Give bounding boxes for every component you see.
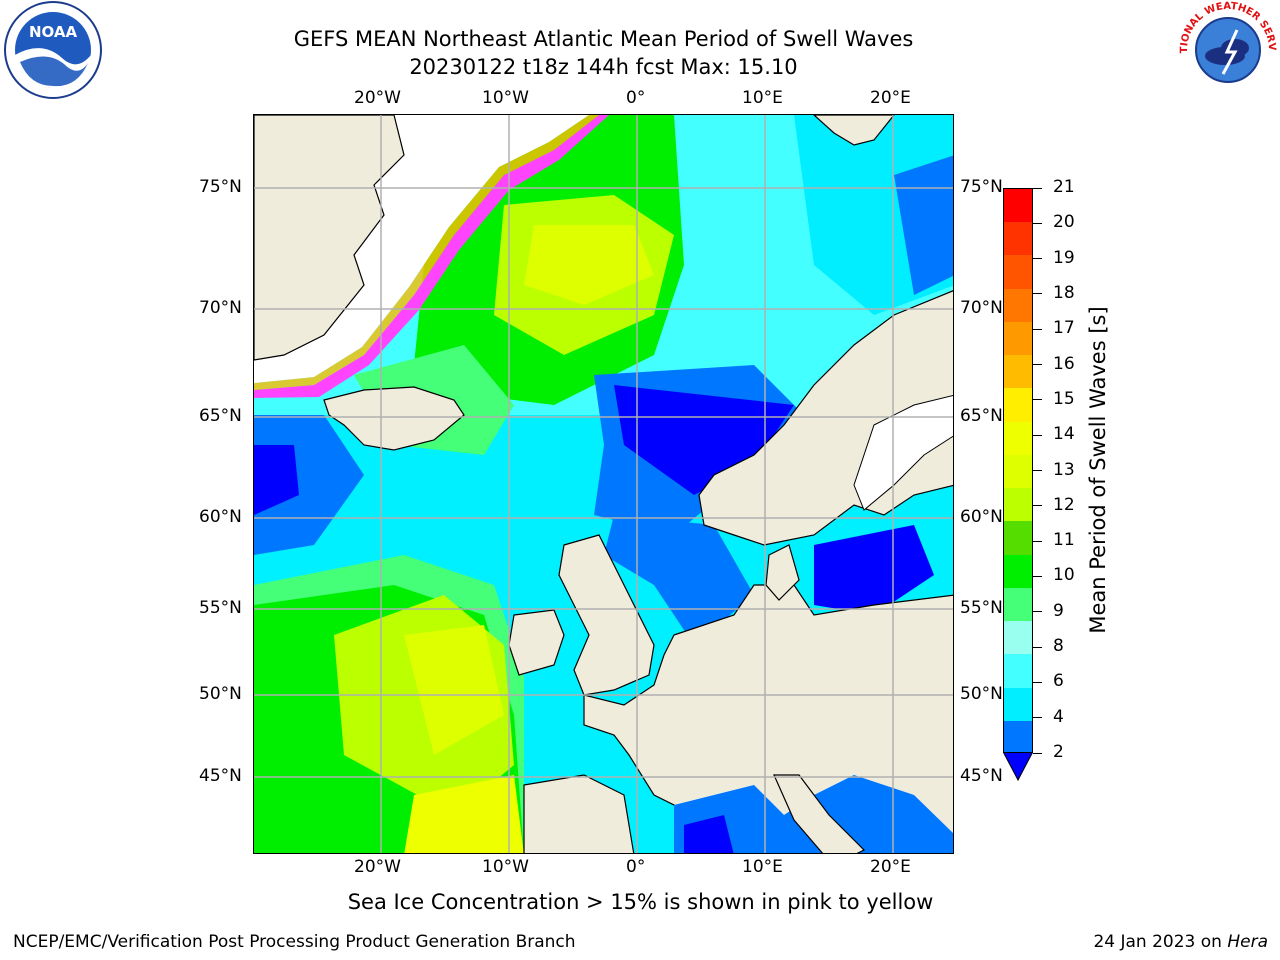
colorbar-tick-label: 21 xyxy=(1053,177,1075,197)
colorbar-tick xyxy=(1033,293,1042,295)
right-lat-label-7: 45°N xyxy=(960,766,1003,786)
right-lat-label-6: 50°N xyxy=(960,684,1003,704)
left-lat-label-6: 50°N xyxy=(199,684,242,704)
sea-ice-note: Sea Ice Concentration > 15% is shown in … xyxy=(347,890,934,914)
right-lat-label-3: 65°N xyxy=(960,406,1003,426)
top-lon-label-5: 20°E xyxy=(870,88,911,108)
colorbar-tick-label: 6 xyxy=(1053,671,1064,692)
bottom-lon-label-1: 20°W xyxy=(354,857,401,877)
colorbar-tick xyxy=(1033,575,1042,577)
colorbar-tick xyxy=(1033,328,1042,330)
right-lat-label-5: 55°N xyxy=(960,598,1003,618)
right-lat-label-4: 60°N xyxy=(960,507,1003,527)
colorbar-tick-label: 16 xyxy=(1053,353,1075,374)
bottom-lon-label-5: 20°E xyxy=(870,857,911,877)
colorbar-tick xyxy=(1033,470,1042,471)
colorbar xyxy=(1003,188,1033,755)
right-lat-label-2: 70°N xyxy=(960,298,1003,318)
colorbar-segment xyxy=(1004,421,1032,456)
colorbar-tick-label: 9 xyxy=(1053,600,1064,621)
footer-machine: Hera xyxy=(1227,932,1268,952)
footer-date: 24 Jan 2023 on Hera xyxy=(1093,932,1268,952)
colorbar-tick xyxy=(1033,540,1042,542)
colorbar-tick xyxy=(1033,681,1042,683)
bottom-lon-label-3: 0° xyxy=(626,857,646,877)
colorbar-tick-label: 17 xyxy=(1053,318,1075,339)
colorbar-tick xyxy=(1033,222,1042,224)
chart-title: GEFS MEAN Northeast Atlantic Mean Period… xyxy=(293,27,914,51)
colorbar-tick xyxy=(1033,611,1042,613)
colorbar-segment xyxy=(1004,554,1032,589)
colorbar-segment xyxy=(1004,355,1032,389)
footer-date-text: 24 Jan 2023 on xyxy=(1093,932,1228,952)
colorbar-segment xyxy=(1004,720,1032,755)
top-lon-label-1: 20°W xyxy=(354,88,401,108)
colorbar-segment xyxy=(1004,288,1032,323)
bottom-lon-label-2: 10°W xyxy=(482,857,529,877)
top-lon-label-2: 10°W xyxy=(482,88,529,108)
swell-period-map xyxy=(254,115,953,853)
colorbar-segment xyxy=(1004,521,1032,556)
left-lat-label-1: 75°N xyxy=(199,177,242,197)
nws-logo: NATIONAL WEATHER SERVICE xyxy=(1177,0,1277,98)
noaa-logo-text: NOAA xyxy=(29,23,78,41)
colorbar-tick xyxy=(1033,434,1042,436)
chart-subtitle: 20230122 t18z 144h fcst Max: 15.10 xyxy=(409,55,798,79)
colorbar-segment xyxy=(1004,388,1032,423)
left-lat-label-7: 45°N xyxy=(199,766,242,786)
colorbar-segment xyxy=(1004,454,1032,489)
colorbar-tick xyxy=(1033,258,1042,260)
colorbar-segment xyxy=(1004,587,1032,622)
left-lat-label-4: 60°N xyxy=(199,507,242,527)
colorbar-tick xyxy=(1033,646,1042,648)
colorbar-tick-label: 2 xyxy=(1053,742,1064,762)
top-lon-label-3: 0° xyxy=(626,88,646,108)
colorbar-tick-label: 18 xyxy=(1053,282,1075,303)
noaa-logo: NOAA xyxy=(4,1,102,99)
colorbar-tick xyxy=(1033,717,1042,719)
left-lat-label-3: 65°N xyxy=(199,406,242,426)
bottom-lon-label-4: 10°E xyxy=(742,857,783,877)
colorbar-tick-label: 20 xyxy=(1053,212,1075,233)
colorbar-segment xyxy=(1004,189,1032,223)
colorbar-segment xyxy=(1004,222,1032,256)
colorbar-segment xyxy=(1004,654,1032,689)
colorbar-title: Mean Period of Swell Waves [s] xyxy=(1086,306,1110,634)
left-lat-label-5: 55°N xyxy=(199,598,242,618)
footer-credit: NCEP/EMC/Verification Post Processing Pr… xyxy=(13,932,576,952)
colorbar-tick-label: 10 xyxy=(1053,565,1075,586)
colorbar-segment xyxy=(1004,621,1032,655)
colorbar-tick xyxy=(1033,752,1042,754)
colorbar-tick xyxy=(1033,505,1042,507)
colorbar-tick xyxy=(1033,364,1042,366)
colorbar-tick-label: 19 xyxy=(1053,247,1075,268)
colorbar-segment xyxy=(1004,687,1032,722)
colorbar-segment xyxy=(1004,255,1032,290)
left-lat-label-2: 70°N xyxy=(199,298,242,318)
colorbar-tick-label: 4 xyxy=(1053,706,1064,727)
colorbar-segment xyxy=(1004,321,1032,356)
colorbar-segment xyxy=(1004,488,1032,522)
colorbar-tick-label: 8 xyxy=(1053,636,1064,657)
top-lon-label-4: 10°E xyxy=(742,88,783,108)
colorbar-tick xyxy=(1033,187,1042,189)
colorbar-tick-label: 12 xyxy=(1053,494,1075,515)
colorbar-tick-label: 13 xyxy=(1053,459,1075,480)
colorbar-tick-label: 14 xyxy=(1053,424,1075,445)
map-panel xyxy=(253,114,954,854)
colorbar-extend-arrow xyxy=(1003,752,1033,782)
right-lat-label-1: 75°N xyxy=(960,177,1003,197)
colorbar-tick-label: 11 xyxy=(1053,530,1075,551)
colorbar-tick-label: 15 xyxy=(1053,388,1075,409)
colorbar-tick xyxy=(1033,399,1042,401)
